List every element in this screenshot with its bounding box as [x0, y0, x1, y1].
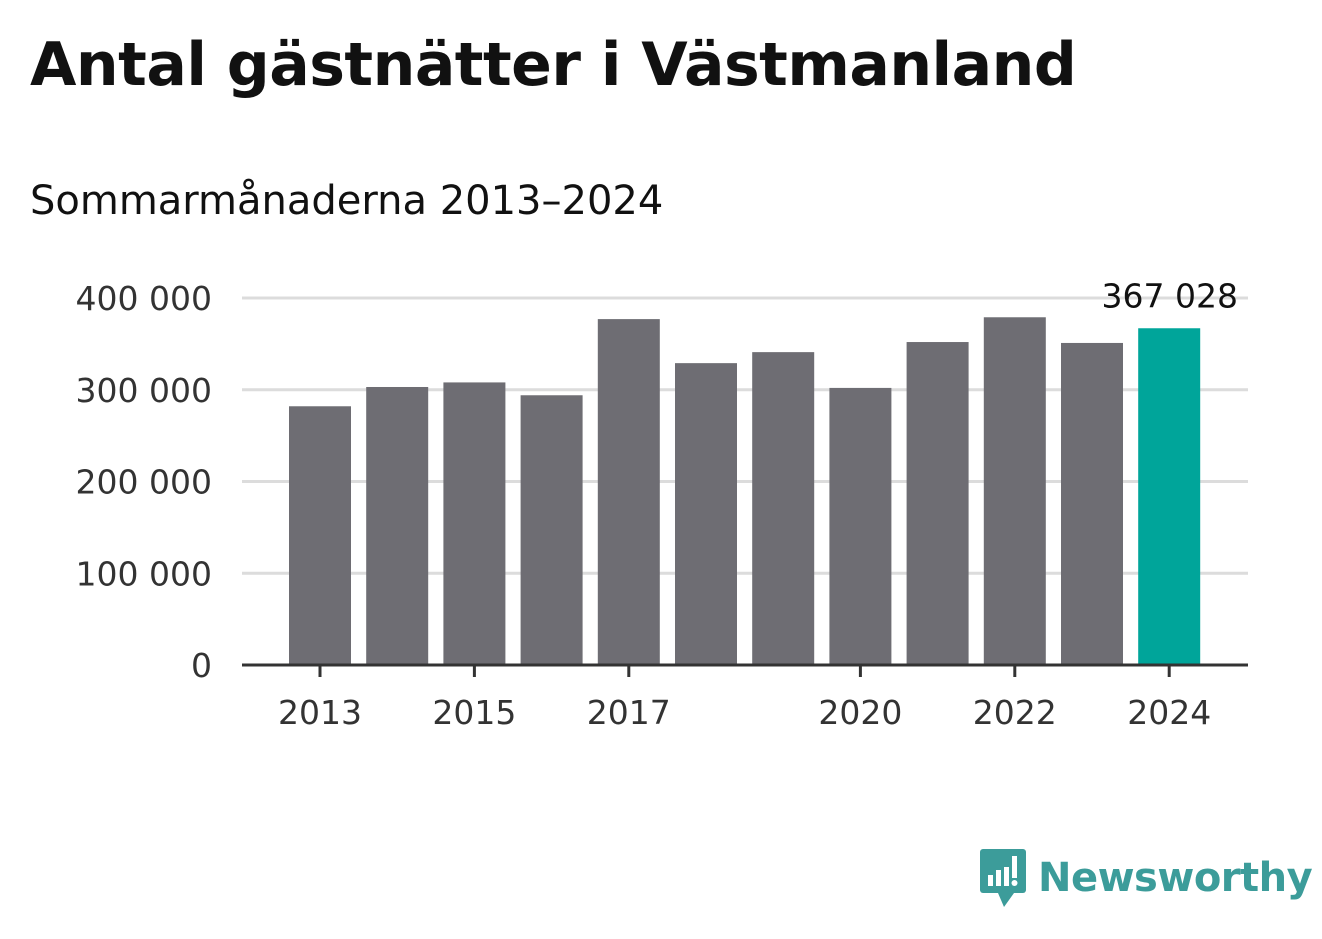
x-tick-label: 2024: [1127, 693, 1211, 732]
newsworthy-brand: Newsworthy: [978, 846, 1313, 910]
y-tick-label: 400 000: [76, 279, 212, 318]
bar-2021: [906, 342, 969, 665]
bars: [289, 317, 1201, 665]
axes: [242, 663, 1248, 677]
bar-2022: [983, 317, 1046, 665]
chart-title: Antal gästnätter i Västmanland: [30, 30, 1077, 100]
bar-2023: [1061, 342, 1123, 665]
bar-2020: [829, 387, 892, 665]
x-tick-label: 2017: [587, 693, 671, 732]
bar-2014: [366, 386, 429, 665]
chart-subtitle: Sommarmånaderna 2013–2024: [30, 178, 664, 224]
y-tick-label: 0: [191, 646, 212, 685]
y-tick-label: 300 000: [76, 371, 212, 410]
y-tick-label: 200 000: [76, 463, 212, 502]
data-label-2024: 367 028: [1102, 276, 1238, 315]
x-tick-label: 2015: [432, 693, 516, 732]
labels: 0 100 000 200 000 300 000 400 000 2013 2015 201…: [76, 276, 1238, 732]
bar-2017: [597, 319, 660, 665]
x-tick-label: 2022: [973, 693, 1057, 732]
bar-2015: [443, 382, 506, 665]
brand-name: Newsworthy: [1038, 855, 1313, 901]
bar-2016: [520, 395, 583, 665]
bar-2019: [752, 352, 815, 665]
y-tick-label: 100 000: [76, 554, 212, 593]
bar-2018: [675, 363, 737, 665]
x-tick-label: 2013: [278, 693, 362, 732]
x-tick-label: 2020: [818, 693, 902, 732]
bar-2024: [1138, 328, 1201, 665]
bar-2013: [289, 406, 351, 665]
newsworthy-logo-icon: [980, 849, 1026, 907]
